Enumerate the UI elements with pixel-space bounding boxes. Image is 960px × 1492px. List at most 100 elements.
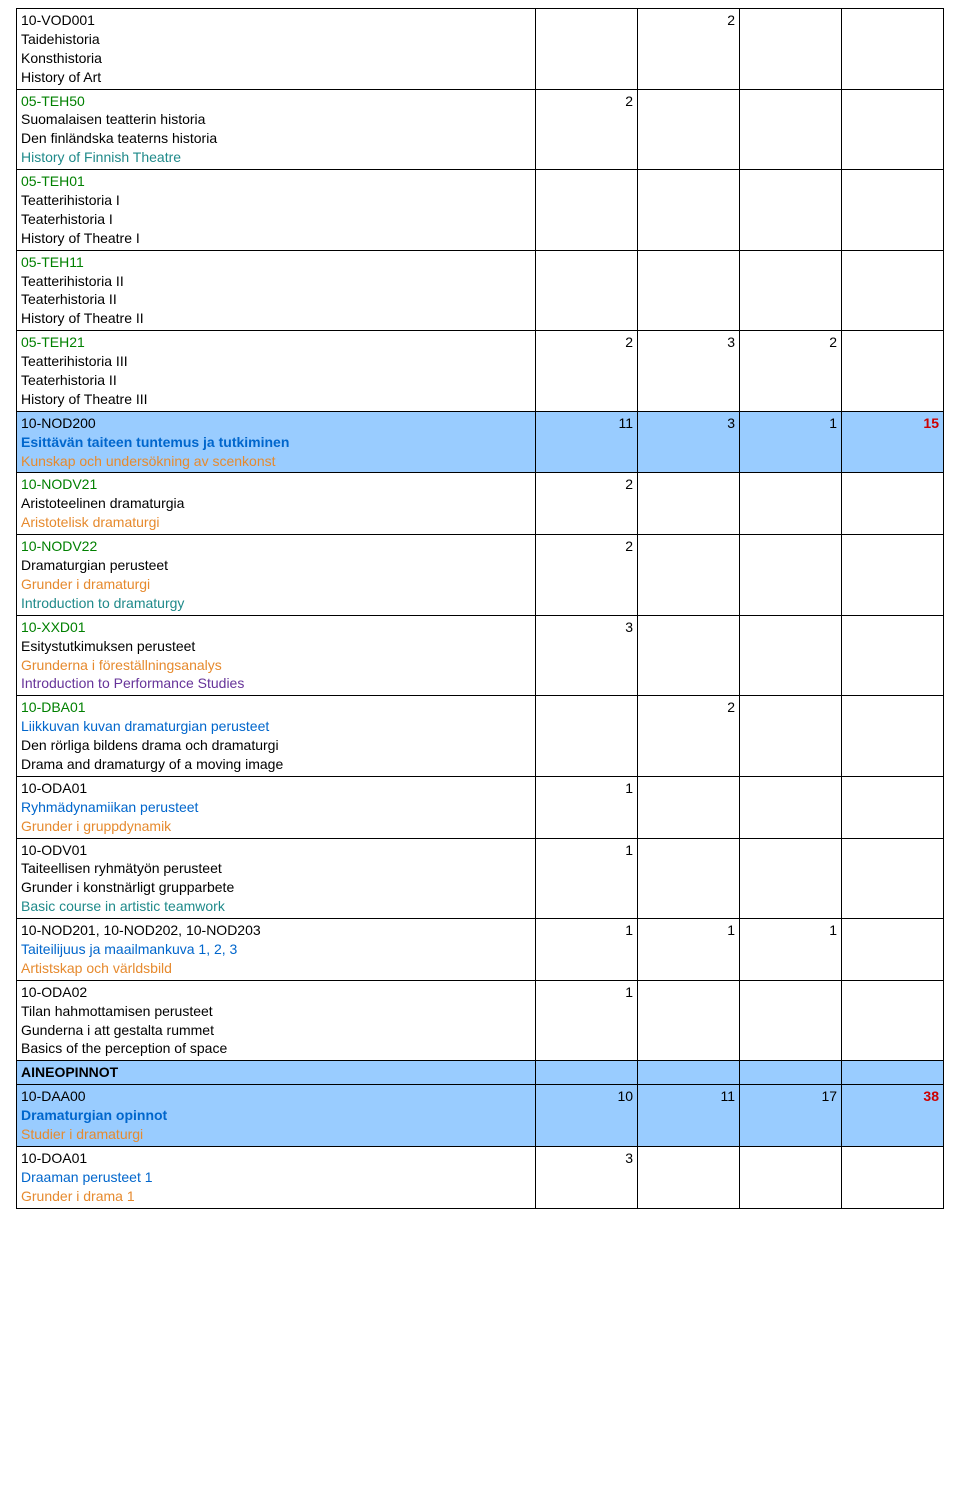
table-row: 10-DOA01Draaman perusteet 1Grunder i dra… [17, 1146, 944, 1208]
num-cell: 2 [638, 9, 740, 90]
course-line: Drama and dramaturgy of a moving image [21, 755, 531, 774]
num-cell [638, 776, 740, 838]
num-cell [740, 1146, 842, 1208]
num-cell: 2 [638, 696, 740, 777]
course-line: Suomalaisen teatterin historia [21, 110, 531, 129]
desc-cell: 10-DAA00Dramaturgian opinnotStudier i dr… [17, 1085, 536, 1147]
num-cell: 1 [638, 919, 740, 981]
table-row: 10-ODV01Taiteellisen ryhmätyön perusteet… [17, 838, 944, 919]
num-cell [842, 535, 944, 616]
num-cell [740, 250, 842, 331]
course-line: 10-DBA01 [21, 698, 531, 717]
num-cell: 1 [536, 919, 638, 981]
num-cell: 1 [740, 919, 842, 981]
course-line: Dramaturgian opinnot [21, 1106, 531, 1125]
course-line: Teaterhistoria II [21, 290, 531, 309]
desc-cell: 10-NODV21Aristoteelinen dramaturgiaArist… [17, 473, 536, 535]
num-cell [842, 89, 944, 170]
num-cell [842, 331, 944, 412]
table-row: AINEOPINNOT [17, 1061, 944, 1085]
num-cell [842, 776, 944, 838]
num-cell [536, 9, 638, 90]
num-cell [638, 980, 740, 1061]
desc-cell: 10-NOD200Esittävän taiteen tuntemus ja t… [17, 411, 536, 473]
course-line: Taiteellisen ryhmätyön perusteet [21, 859, 531, 878]
table-row: 05-TEH01Teatterihistoria ITeaterhistoria… [17, 170, 944, 251]
page: 10-VOD001TaidehistoriaKonsthistoriaHisto… [0, 0, 960, 1225]
course-line: Grunder i gruppdynamik [21, 817, 531, 836]
course-line: Taidehistoria [21, 30, 531, 49]
num-cell [740, 9, 842, 90]
num-cell: 15 [842, 411, 944, 473]
num-cell [638, 89, 740, 170]
course-line: Dramaturgian perusteet [21, 556, 531, 575]
course-line: Esitystutkimuksen perusteet [21, 637, 531, 656]
num-cell: 3 [638, 411, 740, 473]
course-line: History of Theatre I [21, 229, 531, 248]
course-line: Grunder i drama 1 [21, 1187, 531, 1206]
num-cell [740, 535, 842, 616]
num-cell: 10 [536, 1085, 638, 1147]
course-line: 10-NOD200 [21, 414, 531, 433]
course-line: Grunderna i föreställningsanalys [21, 656, 531, 675]
num-cell [638, 1061, 740, 1085]
course-line: Esittävän taiteen tuntemus ja tutkiminen [21, 433, 531, 452]
num-cell [740, 473, 842, 535]
num-cell [638, 838, 740, 919]
desc-cell: AINEOPINNOT [17, 1061, 536, 1085]
num-cell: 2 [740, 331, 842, 412]
table-row: 05-TEH50Suomalaisen teatterin historiaDe… [17, 89, 944, 170]
course-line: History of Art [21, 68, 531, 87]
table-row: 10-XXD01Esitystutkimuksen perusteetGrund… [17, 615, 944, 696]
num-cell: 2 [536, 89, 638, 170]
course-line: 05-TEH11 [21, 253, 531, 272]
course-line: 10-XXD01 [21, 618, 531, 637]
num-cell [638, 1146, 740, 1208]
desc-cell: 05-TEH01Teatterihistoria ITeaterhistoria… [17, 170, 536, 251]
course-line: History of Theatre II [21, 309, 531, 328]
table-row: 10-NODV22Dramaturgian perusteetGrunder i… [17, 535, 944, 616]
num-cell [740, 170, 842, 251]
course-line: Basics of the perception of space [21, 1039, 531, 1058]
desc-cell: 10-XXD01Esitystutkimuksen perusteetGrund… [17, 615, 536, 696]
num-cell [842, 1146, 944, 1208]
course-line: Teatterihistoria II [21, 272, 531, 291]
table-row: 10-DBA01Liikkuvan kuvan dramaturgian per… [17, 696, 944, 777]
table-row: 05-TEH21Teatterihistoria IIITeaterhistor… [17, 331, 944, 412]
table-row: 10-ODA01Ryhmädynamiikan perusteetGrunder… [17, 776, 944, 838]
num-cell [842, 170, 944, 251]
course-line: Teatterihistoria I [21, 191, 531, 210]
num-cell: 1 [536, 838, 638, 919]
num-cell [842, 838, 944, 919]
course-line: Aristotelisk dramaturgi [21, 513, 531, 532]
course-line: 10-VOD001 [21, 11, 531, 30]
course-line: Tilan hahmottamisen perusteet [21, 1002, 531, 1021]
course-line: Introduction to Performance Studies [21, 674, 531, 693]
num-cell [740, 776, 842, 838]
course-line: Konsthistoria [21, 49, 531, 68]
num-cell: 3 [638, 331, 740, 412]
course-line: Ryhmädynamiikan perusteet [21, 798, 531, 817]
num-cell [638, 250, 740, 331]
course-line: AINEOPINNOT [21, 1063, 531, 1082]
desc-cell: 10-DOA01Draaman perusteet 1Grunder i dra… [17, 1146, 536, 1208]
desc-cell: 10-NOD201, 10-NOD202, 10-NOD203Taiteilij… [17, 919, 536, 981]
table-row: 10-VOD001TaidehistoriaKonsthistoriaHisto… [17, 9, 944, 90]
course-line: 10-ODA01 [21, 779, 531, 798]
num-cell [740, 980, 842, 1061]
num-cell [638, 615, 740, 696]
num-cell: 1 [536, 980, 638, 1061]
num-cell [740, 1061, 842, 1085]
course-line: 10-ODV01 [21, 841, 531, 860]
num-cell: 1 [536, 776, 638, 838]
desc-cell: 05-TEH50Suomalaisen teatterin historiaDe… [17, 89, 536, 170]
num-cell: 17 [740, 1085, 842, 1147]
course-line: Den finländska teaterns historia [21, 129, 531, 148]
num-cell [536, 250, 638, 331]
num-cell: 3 [536, 615, 638, 696]
num-cell: 11 [638, 1085, 740, 1147]
course-line: Grunder i dramaturgi [21, 575, 531, 594]
num-cell [638, 535, 740, 616]
num-cell [638, 473, 740, 535]
num-cell [842, 919, 944, 981]
